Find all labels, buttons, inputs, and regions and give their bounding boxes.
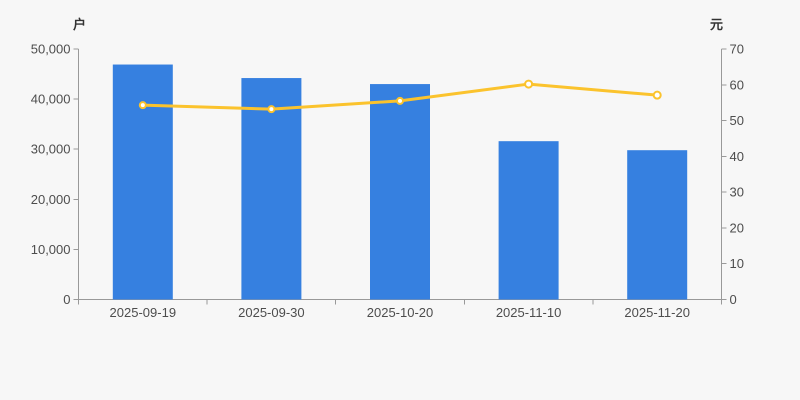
y-axis-right-tick-label: 70 (730, 42, 744, 57)
y-axis-right-tick-label: 50 (730, 113, 744, 128)
y-axis-right-tick-label: 0 (730, 292, 737, 307)
y-axis-right-tick-label: 20 (730, 220, 744, 235)
x-axis-category-label: 2025-11-20 (624, 305, 690, 320)
bar[interactable] (498, 141, 559, 300)
y-axis-right-tick-label: 30 (730, 185, 744, 200)
line-point[interactable] (267, 105, 276, 114)
y-axis-left-tick-label: 20,000 (31, 192, 71, 207)
y-axis-right-tick-label: 10 (730, 256, 744, 271)
y-axis-left-tick-label: 10,000 (31, 242, 71, 257)
line-point[interactable] (524, 79, 534, 89)
y-axis-left-tick-label: 30,000 (31, 142, 71, 157)
bar[interactable] (627, 150, 688, 300)
line-point[interactable] (652, 90, 662, 100)
x-axis-category-label: 2025-09-19 (110, 305, 177, 320)
left-axis-title: 户 (73, 17, 87, 32)
x-axis-category-label: 2025-10-20 (367, 305, 434, 320)
y-axis-right-tick-label: 60 (730, 77, 744, 92)
bar[interactable] (370, 84, 430, 300)
x-axis-category-label: 2025-09-30 (238, 305, 305, 320)
y-axis-right-tick-label: 40 (730, 149, 744, 164)
y-axis-left-tick-label: 40,000 (31, 92, 71, 107)
y-axis-left-tick-label: 50,000 (31, 42, 71, 57)
bar[interactable] (112, 64, 173, 300)
bar[interactable] (241, 78, 302, 300)
x-axis-category-label: 2025-11-10 (496, 305, 562, 320)
line-point[interactable] (396, 96, 404, 105)
right-axis-title: 元 (710, 17, 724, 32)
y-axis-left-tick-label: 0 (63, 292, 70, 307)
line-point[interactable] (138, 101, 147, 110)
